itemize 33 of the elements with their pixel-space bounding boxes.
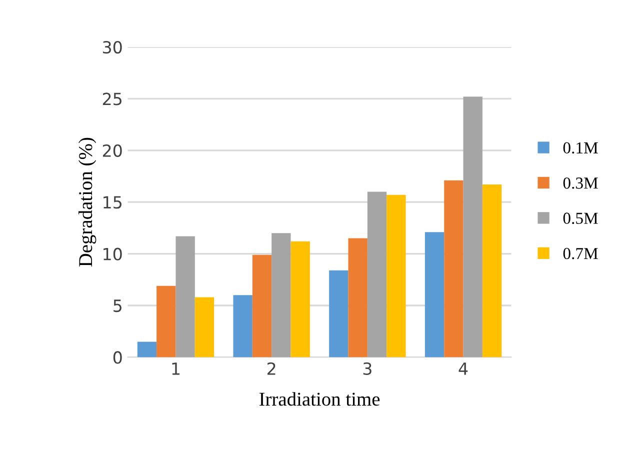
legend-label: 0.3M [563, 177, 598, 189]
bar [156, 286, 176, 358]
bar [176, 236, 195, 358]
bar [194, 297, 214, 358]
bar [272, 233, 291, 358]
y-tick-label: 10 [104, 248, 122, 260]
legend-label: 0.1M [563, 142, 598, 154]
bar [386, 194, 406, 358]
bar [252, 254, 272, 358]
bar [348, 238, 368, 358]
y-axis-title: Degradation (%) [78, 138, 96, 267]
bar [482, 184, 502, 358]
bar [137, 342, 157, 358]
y-tick-label: 0 [113, 351, 122, 364]
y-tick-label: 5 [114, 300, 122, 312]
y-tick-label: 30 [103, 40, 122, 54]
bar [233, 295, 252, 358]
x-tick-label: 1 [172, 362, 180, 375]
bar [444, 180, 464, 358]
legend-label: 0.5M [563, 212, 598, 224]
y-tick-label: 15 [104, 196, 122, 209]
bar [290, 241, 310, 358]
legend-label: 0.7M [563, 248, 598, 260]
y-tick-label: 20 [102, 144, 122, 157]
x-tick-label: 3 [363, 362, 372, 375]
x-tick-label: 4 [458, 362, 468, 375]
bar [367, 192, 387, 358]
bar [463, 96, 482, 358]
bar [329, 270, 348, 358]
x-axis-title: Irradiation time [259, 392, 380, 406]
bar [424, 232, 444, 358]
x-tick-label: 2 [267, 362, 276, 375]
y-tick-label: 25 [102, 92, 122, 106]
